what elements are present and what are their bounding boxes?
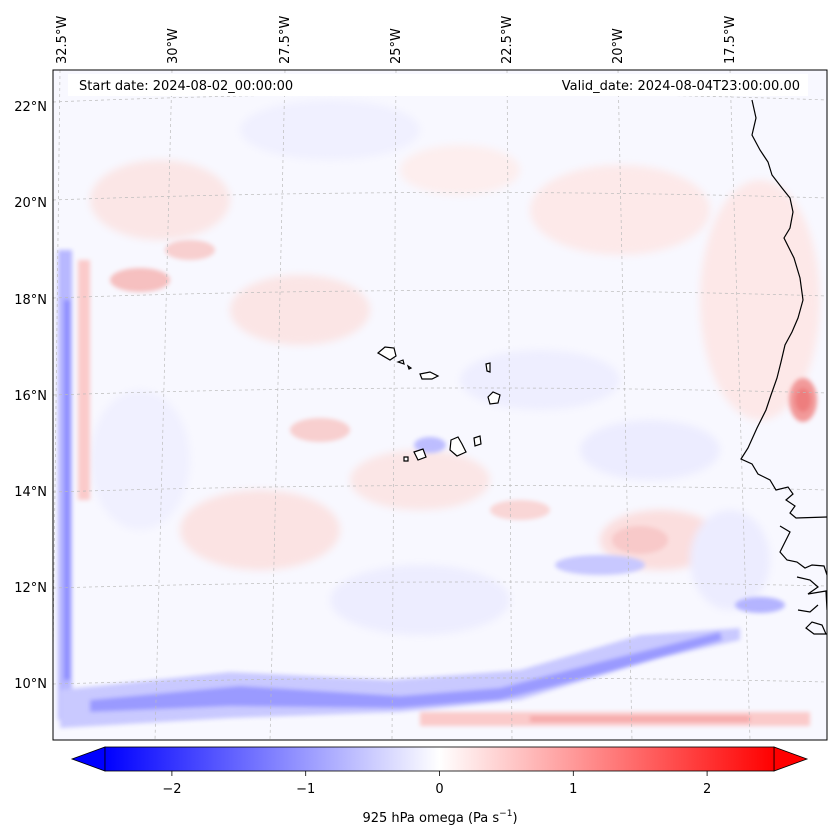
start-date-label: Start date: 2024-08-02_00:00:00 bbox=[79, 79, 293, 94]
colorbar-label-main: 925 hPa omega (Pa s bbox=[362, 811, 499, 826]
colorbar-extend-high bbox=[773, 746, 809, 772]
lon-label: 32.5°W bbox=[55, 16, 70, 64]
colorbar-label-exponent: −1 bbox=[499, 809, 512, 819]
colorbar-tick-label: −1 bbox=[296, 782, 315, 797]
lat-label: 22°N bbox=[14, 100, 47, 115]
lat-label: 14°N bbox=[14, 485, 47, 500]
valid-date-label: Valid_date: 2024-08-04T23:00:00.00 bbox=[562, 79, 800, 94]
colorbar-tick-label: 0 bbox=[435, 782, 443, 797]
lat-label: 18°N bbox=[14, 293, 47, 308]
lon-label: 17.5°W bbox=[723, 16, 738, 64]
coastline bbox=[740, 99, 827, 635]
colorbar-tick-label: −2 bbox=[162, 782, 181, 797]
colorbar-label-close: ) bbox=[512, 811, 517, 826]
lon-label: 27.5°W bbox=[278, 16, 293, 64]
colorbar-tick-label: 1 bbox=[569, 782, 577, 797]
latitude-labels: 22°N 20°N 18°N 16°N 14°N 12°N 10°N bbox=[14, 100, 47, 692]
cape-verde-islands bbox=[376, 346, 501, 462]
header-bar bbox=[68, 74, 808, 96]
omega-field bbox=[58, 100, 820, 728]
lon-label: 22.5°W bbox=[500, 16, 515, 64]
colorbar-tick-label: 2 bbox=[703, 782, 711, 797]
lat-label: 12°N bbox=[14, 581, 47, 596]
lon-label: 25°W bbox=[389, 28, 404, 64]
lat-label: 20°N bbox=[14, 196, 47, 211]
map-frame bbox=[52, 69, 828, 741]
lon-label: 20°W bbox=[611, 28, 626, 64]
colorbar-extend-low bbox=[70, 746, 106, 772]
lat-label: 16°N bbox=[14, 389, 47, 404]
colorbar-label: 925 hPa omega (Pa s−1) bbox=[362, 809, 517, 826]
longitude-labels: 32.5°W 30°W 27.5°W 25°W 22.5°W 20°W 17.5… bbox=[55, 16, 738, 64]
lat-label: 10°N bbox=[14, 677, 47, 692]
map-panel[interactable]: Start date: 2024-08-02_00:00:00 Valid_da… bbox=[52, 69, 828, 741]
colorbar-gradient bbox=[104, 746, 775, 772]
lon-label: 30°W bbox=[166, 28, 181, 64]
colorbar: −2 −1 0 1 2 925 hPa omega (Pa s−1) bbox=[70, 746, 809, 826]
